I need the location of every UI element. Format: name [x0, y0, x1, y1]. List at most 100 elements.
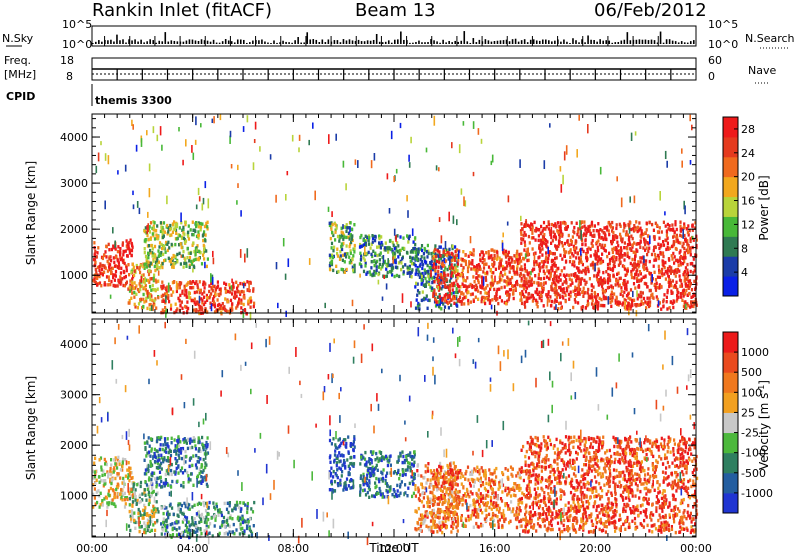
- heatmap-cell: [673, 271, 676, 276]
- noise-bar: [227, 40, 230, 44]
- heatmap-cell: [483, 300, 486, 304]
- heatmap-cell: [374, 261, 378, 265]
- heatmap-cell: [487, 253, 490, 257]
- heatmap-cell: [438, 283, 441, 287]
- heatmap-cell: [96, 283, 99, 287]
- heatmap-cell: [525, 286, 528, 290]
- heatmap-cell: [553, 300, 556, 304]
- heatmap-cell: [608, 273, 611, 278]
- heatmap-cell: [547, 290, 550, 294]
- heatmap-cell: [570, 221, 573, 225]
- heatmap-cell: [429, 268, 432, 272]
- noise-bar: [230, 41, 233, 44]
- heatmap-cell: [516, 258, 519, 262]
- heatmap-cell: [93, 474, 97, 479]
- heatmap-cell: [185, 305, 188, 309]
- heatmap-cell: [376, 253, 379, 258]
- heatmap-cell: [132, 500, 135, 504]
- heatmap-cell: [518, 261, 521, 265]
- heatmap-cell: [559, 224, 562, 228]
- heatmap-cell: [336, 247, 339, 251]
- heatmap-cell: [249, 529, 253, 534]
- heatmap-cell: [513, 254, 516, 258]
- heatmap-cell: [665, 247, 668, 252]
- heatmap-cell: [186, 256, 189, 260]
- heatmap-cell: [458, 144, 461, 154]
- heatmap-cell: [519, 292, 522, 296]
- heatmap-cell: [330, 241, 334, 246]
- heatmap-cell: [665, 295, 668, 299]
- heatmap-cell: [114, 269, 118, 274]
- heatmap-cell: [440, 262, 443, 267]
- heatmap-cell: [555, 247, 558, 251]
- heatmap-cell: [207, 512, 210, 516]
- heatmap-cell: [199, 225, 203, 229]
- heatmap-cell: [394, 265, 397, 269]
- heatmap-cell: [534, 290, 537, 294]
- heatmap-cell: [630, 227, 633, 232]
- heatmap-cell: [644, 274, 647, 278]
- noise-bar: [387, 40, 390, 44]
- heatmap-cell: [628, 255, 631, 260]
- heatmap-cell: [178, 526, 181, 530]
- heatmap-cell: [666, 241, 669, 245]
- heatmap-cell: [554, 225, 557, 229]
- heatmap-cell: [610, 225, 613, 229]
- heatmap-cell: [602, 270, 605, 275]
- heatmap-cell: [578, 280, 581, 284]
- heatmap-cell: [550, 259, 553, 263]
- heatmap-cell: [467, 302, 470, 306]
- heatmap-cell: [534, 251, 537, 255]
- heatmap-cell: [160, 522, 163, 526]
- heatmap-cell: [549, 232, 552, 237]
- heatmap-cell: [562, 287, 565, 291]
- heatmap-cell: [639, 272, 642, 276]
- heatmap-cell: [210, 281, 213, 286]
- heatmap-cell: [562, 296, 565, 300]
- heatmap-cell: [538, 264, 541, 268]
- heatmap-cell: [444, 283, 447, 288]
- heatmap-cell: [199, 221, 202, 226]
- heatmap-cell: [136, 288, 140, 292]
- heatmap-cell: [226, 501, 229, 505]
- heatmap-cell: [504, 272, 507, 276]
- heatmap-cell: [415, 257, 418, 262]
- heatmap-cell: [437, 286, 440, 291]
- heatmap-cell: [689, 253, 692, 257]
- heatmap-cell: [613, 292, 616, 296]
- heatmap-cell: [202, 280, 205, 284]
- heatmap-cell: [143, 488, 146, 492]
- heatmap-cell: [146, 225, 148, 234]
- heatmap-cell: [205, 463, 208, 467]
- heatmap-cell: [610, 241, 613, 246]
- heatmap-cell: [165, 450, 168, 454]
- heatmap-cell: [392, 251, 394, 257]
- heatmap-cell: [358, 262, 361, 266]
- heatmap-cell: [330, 253, 334, 257]
- heatmap-cell: [600, 284, 604, 288]
- heatmap-cell: [684, 300, 687, 304]
- nsearch-label: N.Search: [745, 32, 795, 45]
- heatmap-cell: [223, 307, 226, 312]
- heatmap-cell: [205, 440, 208, 445]
- heatmap-cell: [467, 290, 470, 294]
- heatmap-cell: [620, 286, 623, 290]
- heatmap-cell: [372, 259, 375, 264]
- heatmap-cell: [635, 270, 638, 274]
- heatmap-cell: [195, 308, 198, 312]
- heatmap-cell: [115, 255, 118, 259]
- heatmap-cell: [371, 254, 374, 259]
- heatmap-cell: [174, 472, 177, 476]
- heatmap-cell: [225, 282, 228, 287]
- heatmap-cell: [579, 254, 583, 258]
- noise-bar: [409, 42, 411, 44]
- heatmap-cell: [597, 255, 600, 259]
- heatmap-cell: [481, 295, 484, 300]
- heatmap-cell: [684, 205, 686, 215]
- heatmap-cell: [154, 260, 158, 265]
- heatmap-cell: [170, 472, 173, 477]
- heatmap-cell: [452, 266, 455, 270]
- heatmap-cell: [237, 164, 239, 171]
- heatmap-cell: [579, 281, 582, 286]
